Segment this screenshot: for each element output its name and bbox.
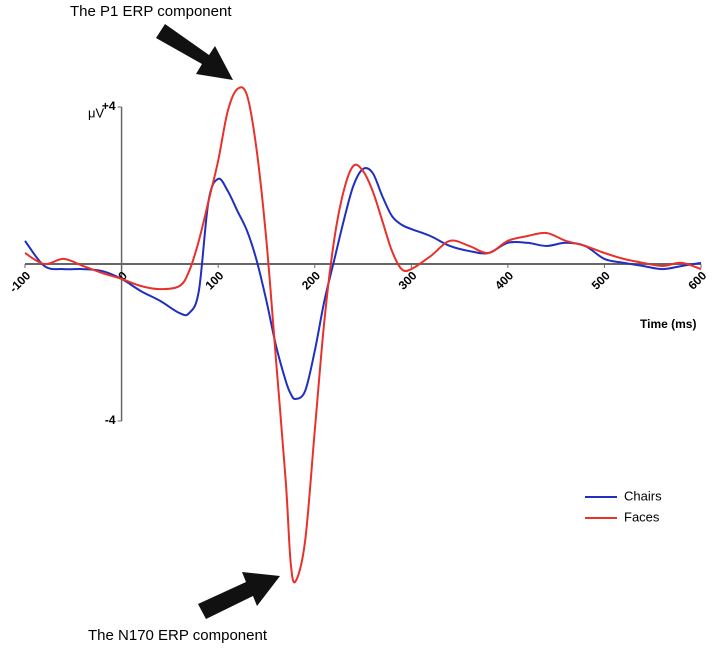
annotation: The P1 ERP component — [70, 3, 232, 20]
x-axis-label: Time (ms) — [640, 317, 696, 331]
x-tick-label: 200 — [299, 268, 323, 292]
legend-label: Chairs — [624, 488, 662, 503]
x-tick-label: 300 — [396, 268, 420, 292]
x-tick-label: -100 — [6, 268, 33, 295]
annotation: The N170 ERP component — [88, 627, 268, 644]
y-tick-label: -4 — [105, 413, 116, 427]
arrow — [198, 572, 280, 619]
arrow — [156, 24, 233, 80]
x-tick-label: 500 — [589, 268, 613, 292]
y-tick-label: +4 — [102, 99, 116, 113]
x-tick-label: 600 — [685, 268, 709, 292]
y-axis-label: μV — [88, 105, 104, 120]
line-series — [24, 167, 702, 401]
line-series — [24, 86, 702, 584]
x-tick-label: 400 — [492, 268, 516, 292]
x-tick-label: 100 — [202, 268, 226, 292]
legend-label: Faces — [624, 509, 660, 524]
